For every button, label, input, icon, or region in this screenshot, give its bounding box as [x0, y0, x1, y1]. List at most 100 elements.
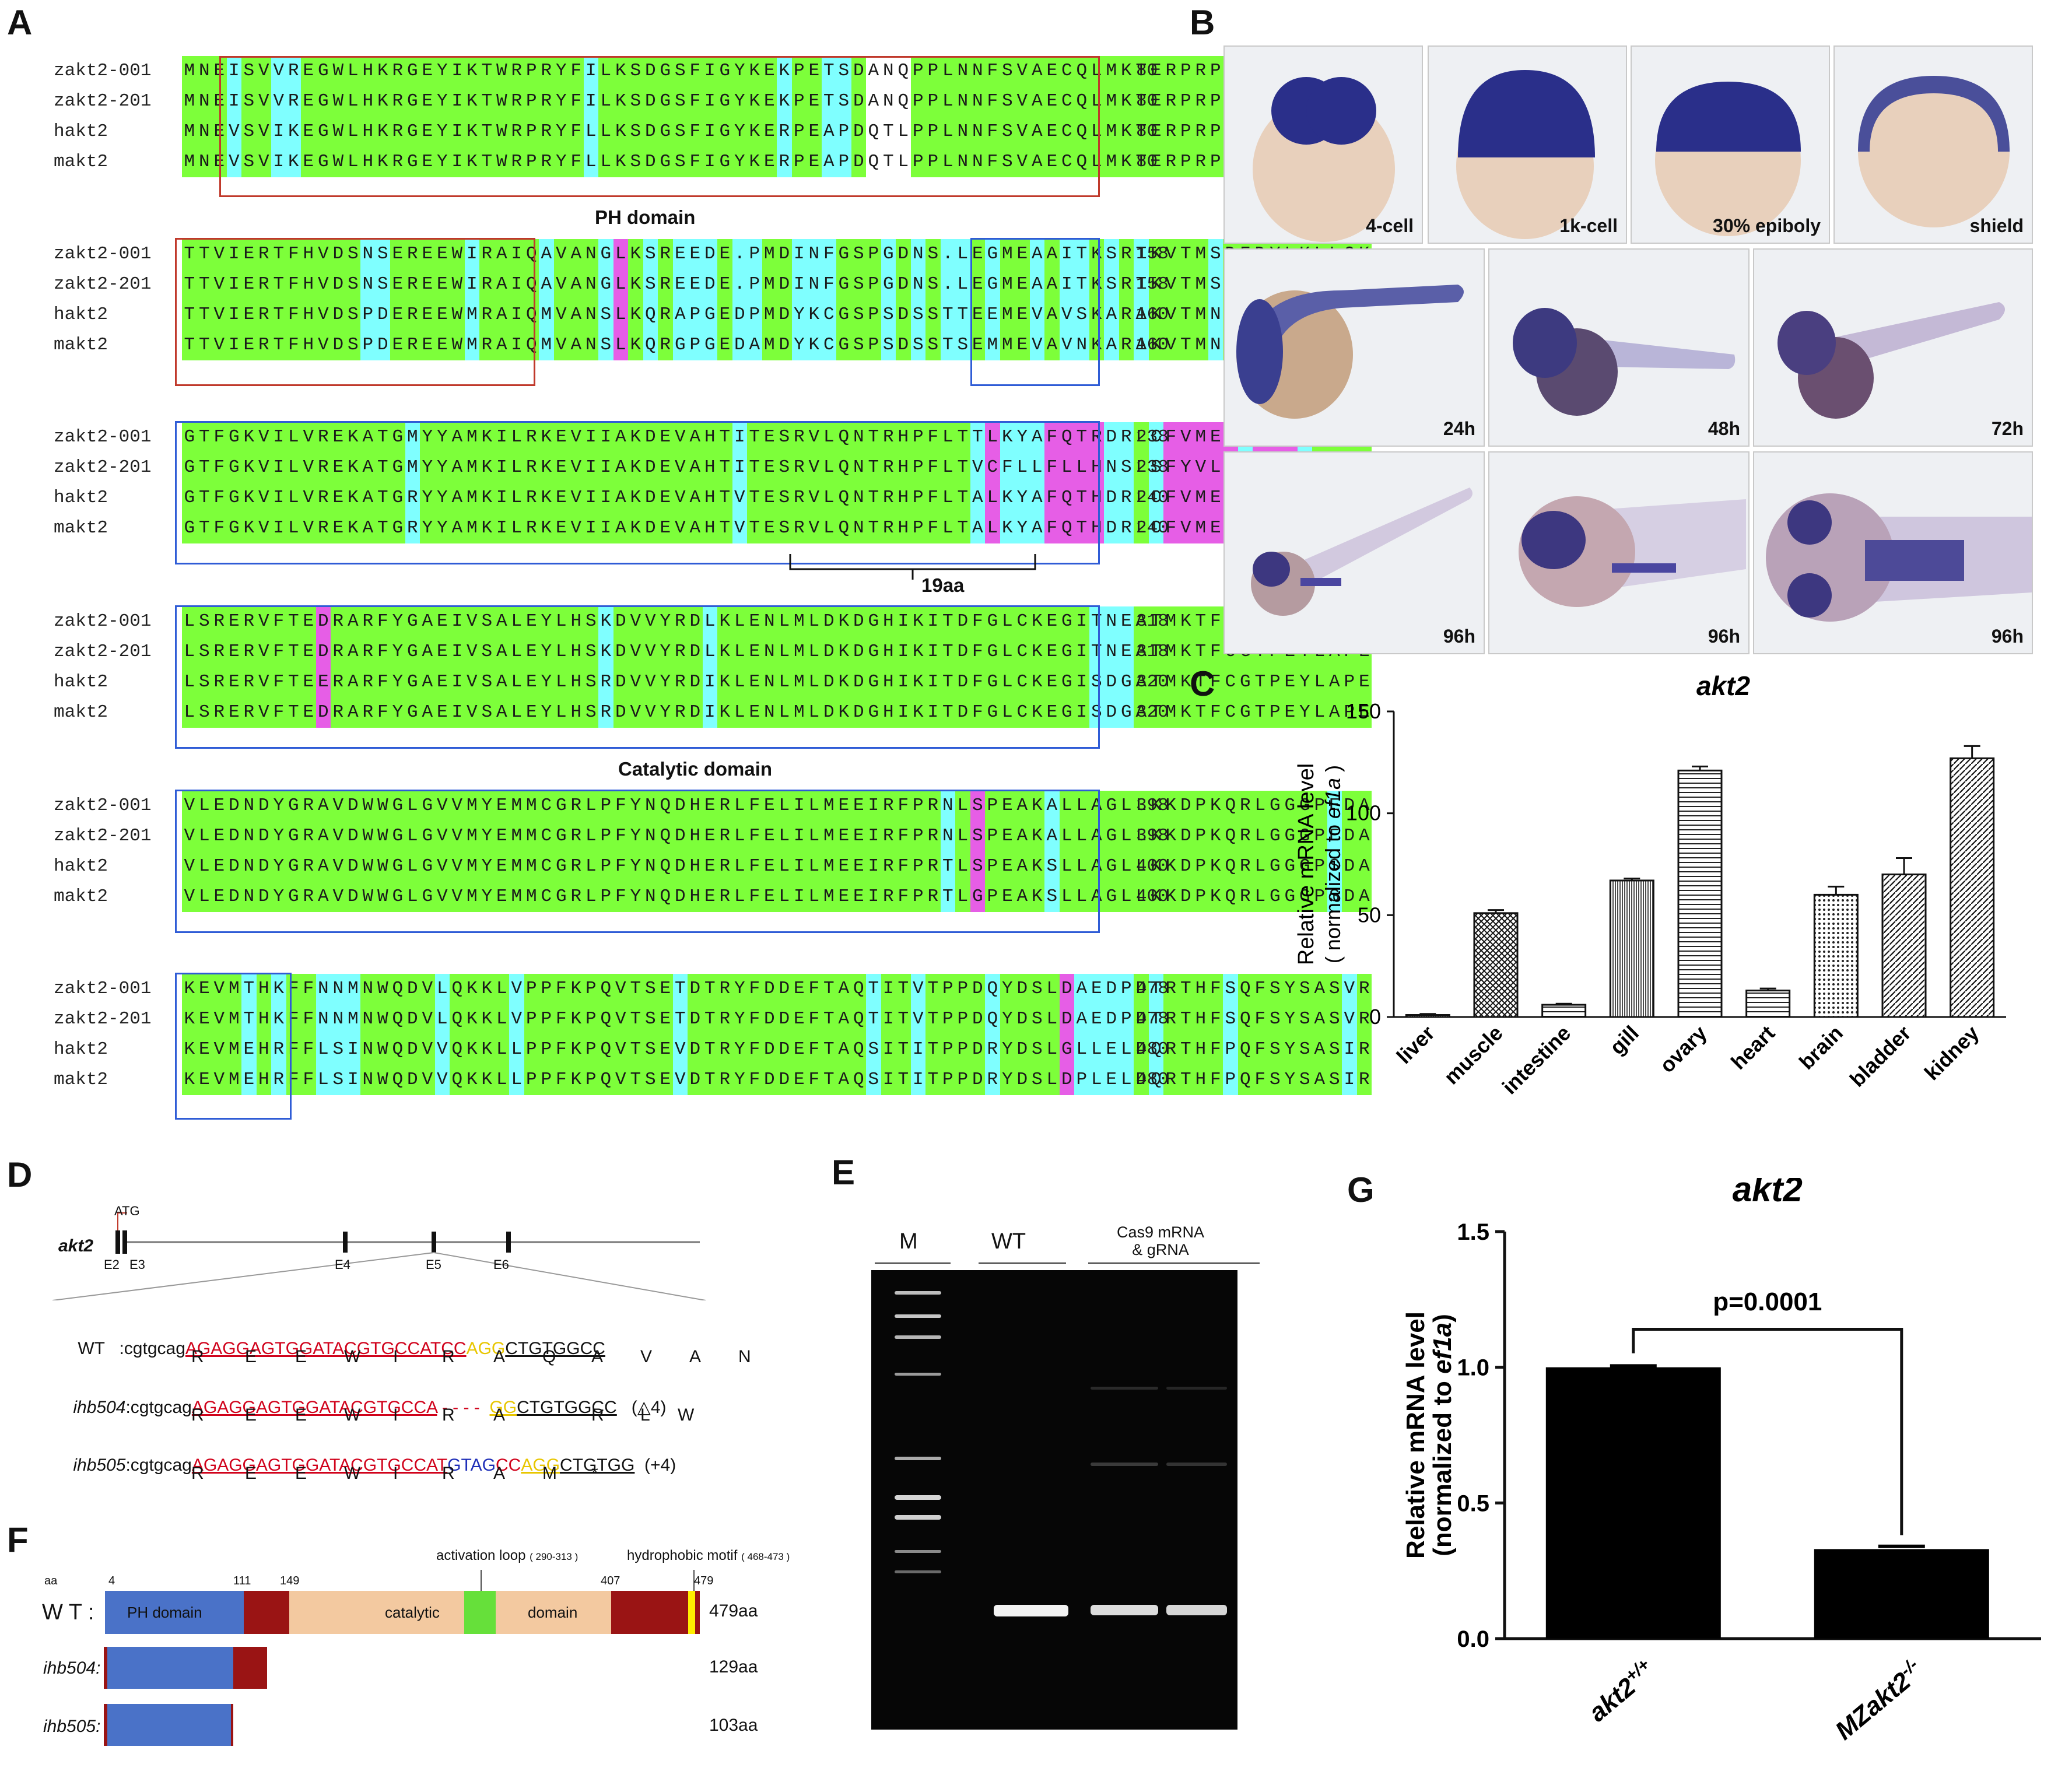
ihb505-seq-target: AGAGGAGTGGATACGTGCCAT — [191, 1456, 448, 1475]
alignment-row-name: hakt2 — [54, 304, 108, 325]
y-tick-label: 1.5 — [1457, 1219, 1489, 1245]
category-label: brain — [1794, 1021, 1847, 1074]
alignment-row-position: 80 — [1136, 121, 1158, 142]
alignment-row-position: 478 — [1136, 1009, 1169, 1029]
category-label: muscle — [1439, 1021, 1507, 1089]
alignment-row-position: 80 — [1136, 152, 1158, 172]
embryo-image-96h-c: 96h — [1753, 451, 2033, 654]
wt-label: WT — [78, 1339, 105, 1358]
ihb505-seq-tail: CTGTGG — [560, 1456, 635, 1475]
amino-acid: A — [493, 1347, 506, 1366]
ihb504-note: (△4) — [631, 1398, 667, 1417]
alignment-row-name: zakt2-201 — [54, 641, 152, 662]
alignment-row-name: hakt2 — [54, 672, 108, 692]
ihb504-seq-pam: GG — [489, 1398, 517, 1417]
amino-acid: R — [191, 1464, 204, 1483]
gel-image — [871, 1270, 1237, 1730]
stage-label: 30% epiboly — [1713, 215, 1821, 236]
amino-acid: R — [442, 1347, 455, 1366]
category-base: MZakt2 — [1830, 1667, 1916, 1745]
exon-e2: E2 — [104, 1257, 120, 1272]
alignment-row-name: zakt2-001 — [54, 244, 152, 264]
ihb505-ph-segment — [107, 1704, 231, 1746]
p-value-label: p=0.0001 — [1713, 1288, 1822, 1316]
amino-acid: * — [591, 1464, 598, 1483]
cas9-line-2: & gRNA — [1132, 1241, 1189, 1258]
amino-acid: I — [393, 1347, 398, 1366]
alignment-row-position: 480 — [1136, 1039, 1169, 1060]
stage-label: 96h — [1708, 626, 1740, 647]
alignment-row-position: 400 — [1136, 856, 1169, 876]
marker-band — [895, 1314, 941, 1318]
ihb504-ph-segment — [107, 1647, 233, 1689]
panel-label-f: F — [7, 1520, 29, 1559]
domain-leader-lines — [481, 1570, 695, 1591]
embryo-image-48h: 48h — [1488, 248, 1750, 447]
catalytic-box-3 — [175, 605, 1100, 749]
bar-gill — [1609, 879, 1654, 1018]
category-label: kidney — [1920, 1021, 1984, 1085]
ylabel-prefix: ( normalized to — [1321, 819, 1345, 963]
activation-loop-range: ( 290-313 ) — [530, 1551, 579, 1562]
amino-acid: I — [393, 1464, 398, 1483]
bar-intestine — [1541, 1004, 1587, 1018]
ylabel-gene: ef1a — [1321, 778, 1345, 819]
hydrophobic-motif-range: ( 468-473 ) — [741, 1551, 790, 1562]
bar-bladder — [1881, 873, 1927, 1018]
wt-seq-pam: AGG — [466, 1339, 506, 1358]
amino-acid: R — [591, 1405, 604, 1425]
alignment-row-position: 398 — [1136, 795, 1169, 816]
y-axis-label: Relative mRNA level — [1401, 1311, 1430, 1559]
stage-label: 72h — [1991, 418, 2024, 439]
wt-seq-target: AGAGGAGTGGATACGTGCCATCC — [185, 1339, 467, 1358]
19aa-bracket — [789, 554, 1036, 580]
ihb504-length: 129aa — [709, 1657, 758, 1677]
amino-acid: V — [640, 1347, 653, 1366]
marker-band — [895, 1515, 941, 1520]
amino-acid: A — [493, 1464, 506, 1483]
alignment-row-name: makt2 — [54, 335, 108, 355]
alignment-row-position: 158 — [1136, 274, 1169, 294]
hydrophobic-motif-label: hydrophobic motif ( 468-473 ) — [627, 1548, 790, 1564]
amino-acid: L — [640, 1405, 650, 1425]
ihb505-sequence: ihb505:cgtgcagAGAGGAGTGGATACGTGCCATGTAGC… — [54, 1436, 676, 1495]
wt-seq-tail: CTGTGGCC — [505, 1339, 605, 1358]
wt-lane-label: WT — [991, 1229, 1026, 1254]
amino-acid: W — [678, 1405, 695, 1425]
alignment-row-name: hakt2 — [54, 121, 108, 142]
alignment-row-name: makt2 — [54, 1069, 108, 1090]
alignment-row-position: 480 — [1136, 1069, 1169, 1090]
alignment-row-name: zakt2-201 — [54, 274, 152, 294]
ihb505-seq-pam: AGG — [521, 1456, 560, 1475]
y-axis-label-2: (normalized to ef1a) — [1428, 1314, 1457, 1556]
ihb505-seq-insert: GTAG — [447, 1456, 496, 1475]
y-tick-label: 0.0 — [1457, 1626, 1489, 1652]
ihb504-seq-deletion: - - - - — [441, 1398, 480, 1417]
heteroduplex-band — [1091, 1463, 1158, 1466]
amino-acid: M — [542, 1464, 557, 1483]
bar-wildtype — [1545, 1367, 1721, 1639]
ihb505-label-f: ihb505: — [43, 1717, 101, 1736]
exon-e5: E5 — [426, 1257, 441, 1272]
category-label: ovary — [1655, 1021, 1712, 1078]
hydrophobic-motif-segment — [688, 1591, 695, 1634]
catalytic-box-5 — [175, 973, 292, 1120]
amino-acid: A — [689, 1347, 702, 1366]
catalytic-domain-label: Catalytic domain — [618, 758, 773, 780]
catalytic-box-4 — [175, 790, 1100, 933]
category-label: gill — [1605, 1021, 1643, 1060]
panel-label-d: D — [7, 1155, 33, 1194]
bar-liver — [1405, 1014, 1450, 1018]
amino-acid: I — [393, 1405, 398, 1425]
embryo-image-1k-cell: 1k-cell — [1428, 45, 1627, 244]
bar-muscle — [1473, 912, 1519, 1018]
heteroduplex-band — [1166, 1387, 1227, 1390]
embryo-image-72h: 72h — [1753, 248, 2033, 447]
alignment-row-position: 398 — [1136, 826, 1169, 846]
amino-acid: A — [493, 1405, 506, 1425]
